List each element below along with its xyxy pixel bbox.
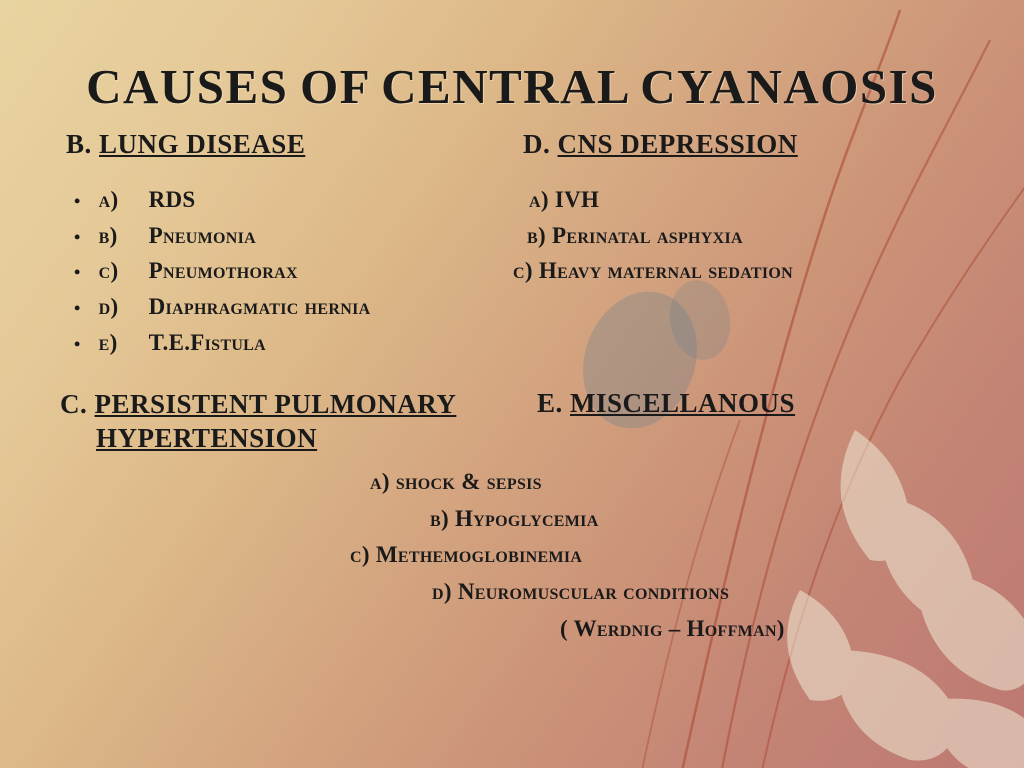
section-d-list: a) IVH b) Perinatal asphyxia c) Heavy ma… [523, 182, 964, 289]
misc-item: c) Methemoglobinemia [260, 537, 964, 574]
slide-content: CAUSES OF CENTRAL CYANAOSIS B. LUNG DISE… [0, 0, 1024, 768]
section-b-label: LUNG DISEASE [99, 129, 305, 159]
list-item: a)RDS [74, 182, 507, 218]
section-e-prefix: E. [537, 388, 563, 418]
list-item: b) Perinatal asphyxia [523, 218, 964, 254]
section-c: C. PERSISTENT PULMONARY HYPERTENSION [60, 360, 487, 456]
section-e-items: a) shock & sepsis b) Hypoglycemia c) Met… [60, 464, 964, 648]
section-b-list: a)RDS b)Pneumonia c)Pneumothorax d)Diaph… [74, 182, 507, 360]
section-b-header: B. LUNG DISEASE [66, 129, 507, 160]
section-e-header: E. MISCELLANOUS [537, 388, 964, 419]
columns-row-2: C. PERSISTENT PULMONARY HYPERTENSION E. … [60, 360, 964, 456]
slide-title: CAUSES OF CENTRAL CYANAOSIS [60, 58, 964, 115]
section-c-prefix: C. [60, 389, 87, 419]
list-item: c) Heavy maternal sedation [523, 253, 964, 289]
misc-item: a) shock & sepsis [260, 464, 964, 501]
section-e: E. MISCELLANOUS [497, 360, 964, 456]
section-d-label: CNS DEPRESSION [558, 129, 798, 159]
list-item: b)Pneumonia [74, 218, 507, 254]
list-item: e)T.E.Fistula [74, 325, 507, 361]
misc-item: b) Hypoglycemia [260, 501, 964, 538]
section-c-header: C. PERSISTENT PULMONARY HYPERTENSION [60, 388, 487, 456]
section-b-prefix: B. [66, 129, 92, 159]
section-b: B. LUNG DISEASE a)RDS b)Pneumonia c)Pneu… [60, 129, 507, 360]
section-d-prefix: D. [523, 129, 550, 159]
section-d-header: D. CNS DEPRESSION [523, 129, 964, 160]
list-item: c)Pneumothorax [74, 253, 507, 289]
section-e-label: MISCELLANOUS [570, 388, 795, 418]
section-c-label-1: PERSISTENT PULMONARY [95, 389, 457, 419]
list-item: a) IVH [523, 182, 964, 218]
section-d: D. CNS DEPRESSION a) IVH b) Perinatal as… [517, 129, 964, 360]
list-item: d)Diaphragmatic hernia [74, 289, 507, 325]
misc-item: ( Werdnig – Hoffman) [260, 611, 964, 648]
misc-item: d) Neuromuscular conditions [260, 574, 964, 611]
columns-row-1: B. LUNG DISEASE a)RDS b)Pneumonia c)Pneu… [60, 129, 964, 360]
section-c-label-2: HYPERTENSION [60, 423, 317, 453]
